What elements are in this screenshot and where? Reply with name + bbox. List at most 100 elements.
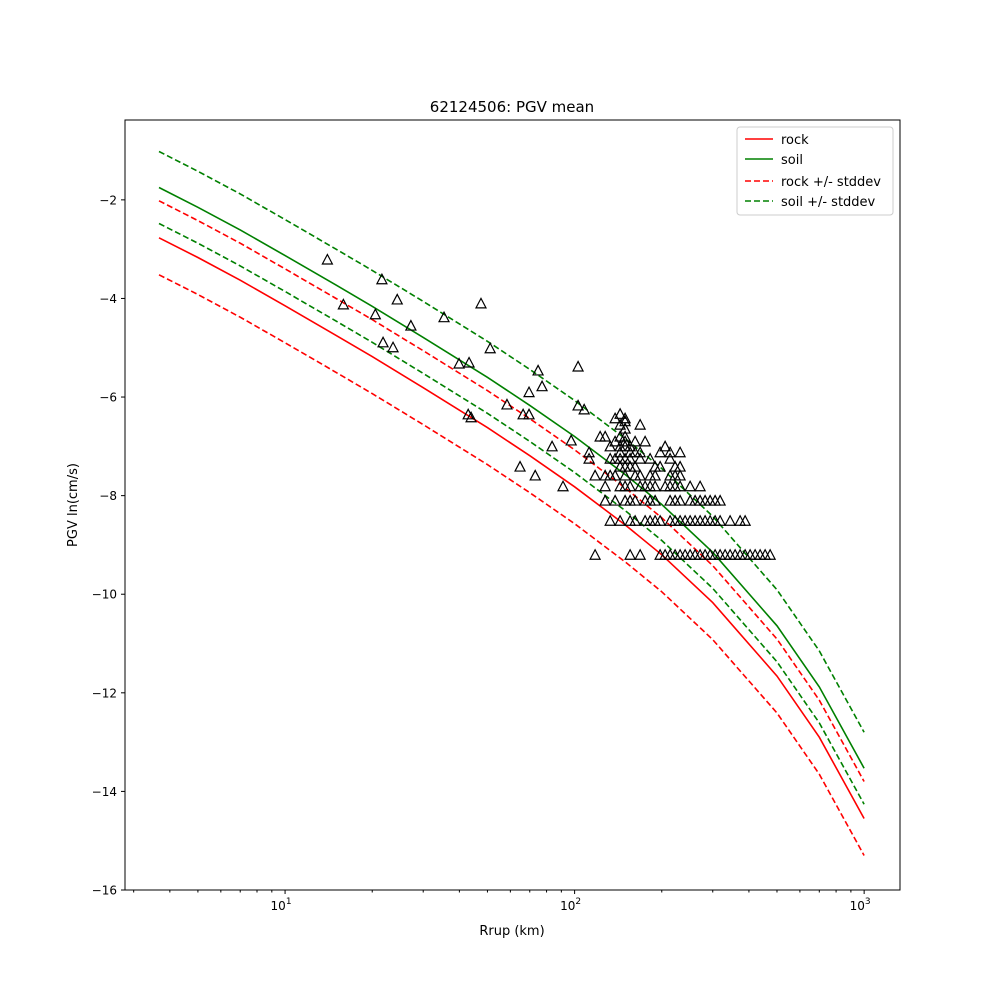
observation-point <box>629 460 642 472</box>
observation-point <box>609 494 622 506</box>
plot-lines <box>158 150 865 856</box>
observation-point <box>500 398 513 410</box>
series-line-soil-stddev-lower <box>158 222 865 805</box>
observation-point <box>634 548 647 560</box>
observation-point <box>337 298 350 310</box>
observation-point <box>536 379 549 392</box>
observation-point <box>529 469 542 481</box>
observation-point <box>438 310 451 323</box>
observation-point <box>523 408 536 420</box>
series-line-soil <box>158 186 865 769</box>
observation-point <box>624 479 637 492</box>
observation-point <box>523 385 536 398</box>
legend-label-soil-stddev: soil +/- stddev <box>781 195 876 210</box>
observation-point <box>557 479 570 492</box>
observation-point <box>604 514 617 526</box>
observation-point <box>369 307 382 320</box>
x-tick-exponent: 3 <box>865 897 871 907</box>
observation-point <box>391 293 404 305</box>
observation-point <box>649 479 662 492</box>
legend-label-rock: rock <box>781 133 809 148</box>
observation-point <box>629 435 642 447</box>
x-axis-label: Rrup (km) <box>479 924 544 939</box>
legend-box <box>736 126 894 216</box>
observation-point <box>589 548 602 560</box>
observation-point <box>684 479 697 492</box>
observation-point <box>634 445 647 458</box>
y-tick-label: −12 <box>92 686 117 700</box>
observation-point <box>532 364 545 376</box>
observation-point <box>654 445 667 458</box>
observation-point <box>609 469 622 481</box>
series-line-rock-stddev-lower <box>158 274 865 856</box>
observation-point <box>674 469 687 481</box>
observation-point <box>599 479 612 492</box>
observation-point <box>453 357 466 369</box>
observation-point <box>654 514 667 526</box>
observation-point <box>694 479 707 492</box>
observation-point <box>634 469 647 481</box>
observation-point <box>619 422 632 434</box>
y-axis-label: PGV ln(cm/s) <box>66 463 81 547</box>
observation-point <box>674 494 687 506</box>
observation-point <box>659 440 672 452</box>
observation-point <box>583 445 596 458</box>
legend-label-soil: soil <box>781 153 803 168</box>
observation-point <box>619 414 632 427</box>
y-tick-label: −8 <box>99 489 117 503</box>
observation-point <box>475 297 487 309</box>
observation-point <box>629 514 642 526</box>
y-tick-label: −14 <box>92 785 117 799</box>
observation-point <box>619 469 632 481</box>
series-line-rock <box>158 237 865 819</box>
observation-point <box>739 514 752 526</box>
observation-point <box>624 548 637 560</box>
axes-frame <box>124 119 901 891</box>
observation-point <box>583 452 596 464</box>
observation-point <box>546 440 559 452</box>
observation-point <box>674 460 687 472</box>
observation-point <box>572 360 585 372</box>
observation-point <box>375 272 388 285</box>
y-tick-label: −10 <box>92 588 117 602</box>
x-tick-exponent: 1 <box>286 897 292 907</box>
observation-point <box>484 341 497 354</box>
observation-point <box>649 494 662 506</box>
observation-point <box>572 399 585 411</box>
observation-point <box>654 460 667 472</box>
observation-point <box>321 253 334 265</box>
observation-point <box>764 548 777 560</box>
x-tick-exponent: 2 <box>575 897 581 907</box>
observation-point <box>599 494 612 506</box>
observation-point <box>649 469 662 481</box>
observation-point <box>578 403 591 415</box>
y-tick-label: −6 <box>99 391 117 405</box>
observation-point <box>517 408 530 420</box>
observation-point <box>465 410 478 423</box>
y-tick-label: −16 <box>92 884 117 898</box>
plot-points <box>321 253 777 560</box>
series-line-soil-stddev-upper <box>158 150 865 733</box>
observation-point <box>619 430 632 442</box>
observation-point <box>463 356 476 368</box>
observation-point <box>639 435 652 447</box>
observation-point <box>634 418 647 430</box>
observation-point <box>614 445 627 458</box>
observation-point <box>387 340 400 353</box>
observation-point <box>614 407 627 419</box>
observation-point <box>614 418 627 430</box>
y-tick-label: −2 <box>99 193 117 207</box>
observation-point <box>714 514 727 526</box>
observation-point <box>614 514 627 526</box>
legend: rock soil rock +/- stddev soil +/- stdde… <box>736 126 894 216</box>
observation-point <box>514 460 527 472</box>
observation-point <box>634 452 647 464</box>
observation-point <box>589 469 602 481</box>
observation-point <box>664 445 677 458</box>
observation-point <box>674 479 687 492</box>
observation-point <box>664 452 677 464</box>
observation-point <box>644 452 657 464</box>
observation-point <box>599 430 612 442</box>
observation-point <box>565 434 578 446</box>
